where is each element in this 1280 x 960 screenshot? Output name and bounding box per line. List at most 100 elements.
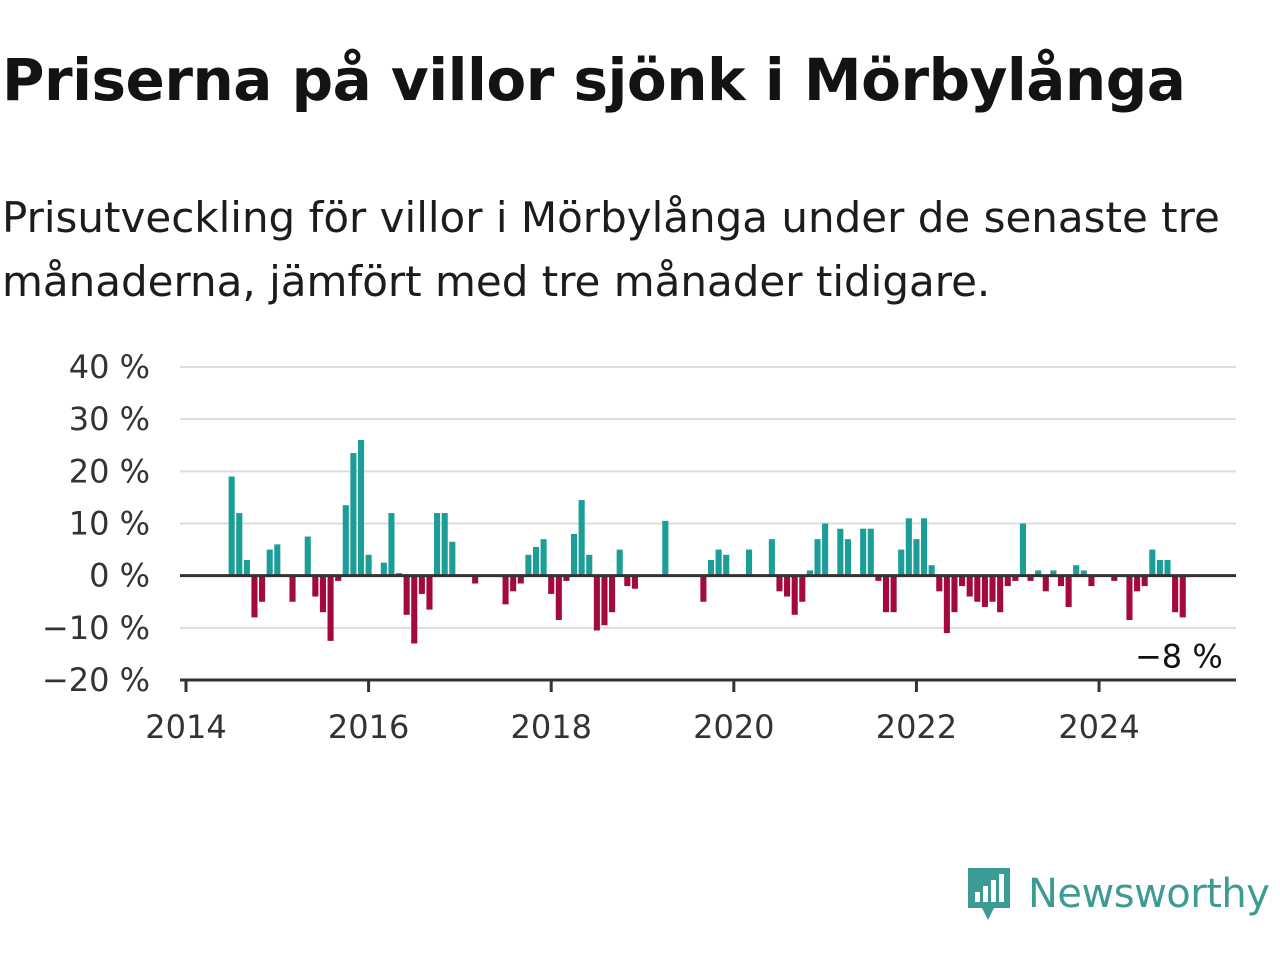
x-tick-label: 2024: [1058, 708, 1139, 740]
bar: [989, 575, 996, 602]
newsworthy-logo-text: Newsworthy: [1028, 871, 1270, 917]
bar: [890, 575, 897, 613]
newsworthy-logo[interactable]: Newsworthy: [964, 864, 1270, 924]
y-tick-label: 10 %: [69, 505, 150, 543]
bar: [1019, 523, 1026, 576]
bar: [959, 575, 966, 587]
bar: [1073, 565, 1080, 576]
bar: [266, 549, 273, 576]
bar: [791, 575, 798, 615]
bar: [662, 520, 669, 576]
bar: [882, 575, 890, 613]
bar: [814, 539, 821, 576]
bar: [251, 575, 258, 618]
bar: [1065, 575, 1072, 607]
y-tick-label: 20 %: [69, 452, 150, 490]
bar: [746, 549, 753, 576]
bar: [631, 575, 638, 589]
bar: [1080, 570, 1087, 576]
annotations: −8 %: [1132, 634, 1226, 678]
bar: [784, 575, 791, 597]
grid-lines: [180, 366, 1236, 629]
bar: [312, 575, 319, 597]
bar: [601, 575, 608, 626]
bar: [380, 562, 387, 576]
bar: [806, 570, 813, 576]
bar: [1164, 560, 1171, 576]
bar: [411, 575, 418, 644]
axes: [180, 574, 1236, 692]
bar: [898, 549, 905, 576]
bar: [403, 575, 410, 615]
bar: [1088, 575, 1095, 587]
bar: [822, 523, 829, 576]
bar: [1172, 575, 1179, 613]
bar: [715, 549, 722, 576]
bar: [776, 575, 783, 592]
bar: [905, 518, 912, 576]
bars: [228, 440, 1186, 644]
bar: [943, 575, 950, 634]
bar: [586, 554, 593, 576]
bar: [966, 575, 973, 597]
bar: [563, 575, 570, 581]
bar: [1126, 575, 1133, 621]
bar: [472, 575, 479, 584]
x-tick-label: 2014: [145, 708, 226, 740]
bar: [274, 544, 281, 576]
newsworthy-logo-icon: [968, 868, 1010, 920]
bar: [441, 513, 448, 576]
chart-title: Priserna på villor sjönk i Mörbylånga: [2, 46, 1186, 114]
bar: [342, 505, 349, 576]
bar: [593, 575, 600, 631]
bar: [928, 565, 935, 576]
bar: [1134, 575, 1141, 592]
bar: [259, 575, 266, 602]
bar: [236, 513, 243, 576]
bar: [289, 575, 296, 602]
bar: [1156, 560, 1163, 576]
bar: [434, 513, 441, 576]
bar: [1179, 575, 1186, 618]
bar: [875, 575, 882, 581]
bar: [304, 536, 311, 576]
bar: [1149, 549, 1156, 576]
bar: [228, 476, 235, 576]
bar-chart: 40 %30 %20 %10 %0 %−10 %−20 % 2014 2016 20…: [42, 348, 1236, 740]
bar: [1027, 575, 1034, 581]
bar: [578, 500, 585, 576]
x-tick-label: 2018: [510, 708, 591, 740]
y-tick-label: −10 %: [42, 609, 150, 647]
x-tick-label: 2022: [876, 708, 957, 740]
bar: [418, 575, 425, 594]
bar: [365, 554, 372, 576]
chart-subtitle: Prisutveckling för villor i Mörbylånga u…: [2, 193, 1220, 306]
bar: [700, 575, 707, 602]
bar: [723, 554, 730, 576]
bar: [449, 541, 456, 576]
bar: [555, 575, 562, 621]
bar: [860, 528, 867, 576]
bar: [768, 539, 775, 576]
bar: [707, 560, 715, 576]
bar: [624, 575, 631, 587]
bar: [571, 533, 578, 576]
y-tick-label: −20 %: [42, 661, 150, 699]
bar: [388, 513, 395, 576]
bar: [335, 575, 342, 581]
bar: [616, 549, 623, 576]
bar: [426, 575, 433, 610]
x-axis-labels: 2014 2016 2018 2020 2022 2024: [145, 708, 1139, 740]
bar: [1042, 575, 1049, 592]
last-value-label: −8 %: [1135, 637, 1223, 675]
bar: [867, 528, 874, 576]
bar: [913, 539, 920, 576]
bar: [1035, 570, 1042, 576]
bar: [540, 539, 547, 576]
bar: [974, 575, 981, 602]
bar: [1057, 575, 1065, 587]
bar: [350, 453, 357, 576]
x-tick-label: 2020: [693, 708, 774, 740]
bar: [844, 539, 851, 576]
bar: [837, 528, 844, 576]
